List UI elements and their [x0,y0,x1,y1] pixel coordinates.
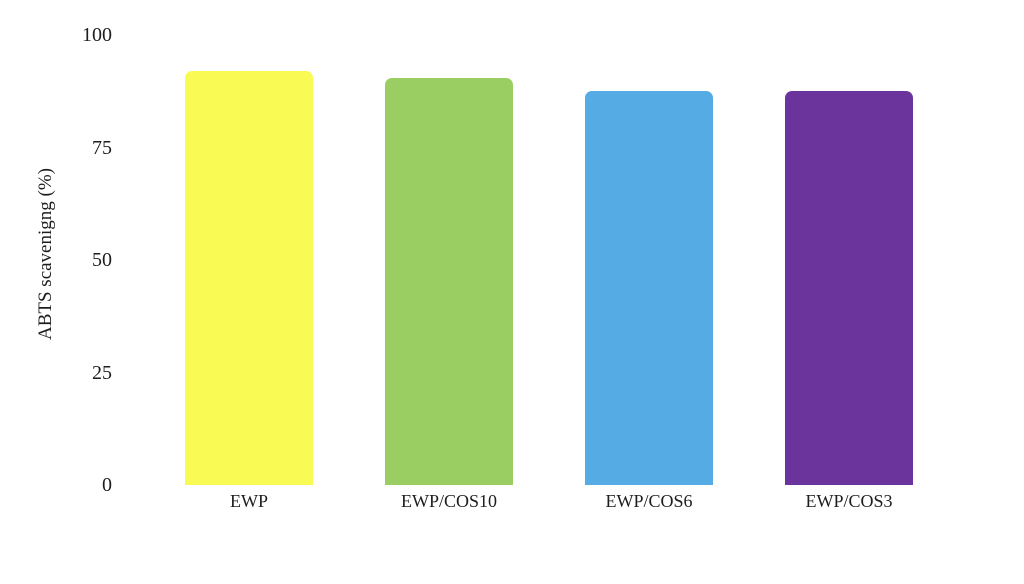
bar-ewp-cos10 [385,77,513,485]
bar-ewp-cos6 [585,91,713,485]
x-category-label-ewp-cos10: EWP/COS10 [400,491,497,511]
x-category-label-ewp: EWP [230,491,268,511]
y-tick-label-75: 75 [92,136,112,159]
y-tick-label-50: 50 [92,249,112,271]
x-category-label-ewp-cos3: EWP/COS3 [805,491,893,511]
bar-ewp-cos3 [785,91,913,485]
y-tick-label-100: 100 [82,24,112,46]
y-tick-label-0: 0 [102,474,112,496]
y-tick-label-25: 25 [92,361,112,384]
x-category-label-ewp-cos6: EWP/COS6 [605,491,693,511]
bar-ewp [185,71,313,485]
